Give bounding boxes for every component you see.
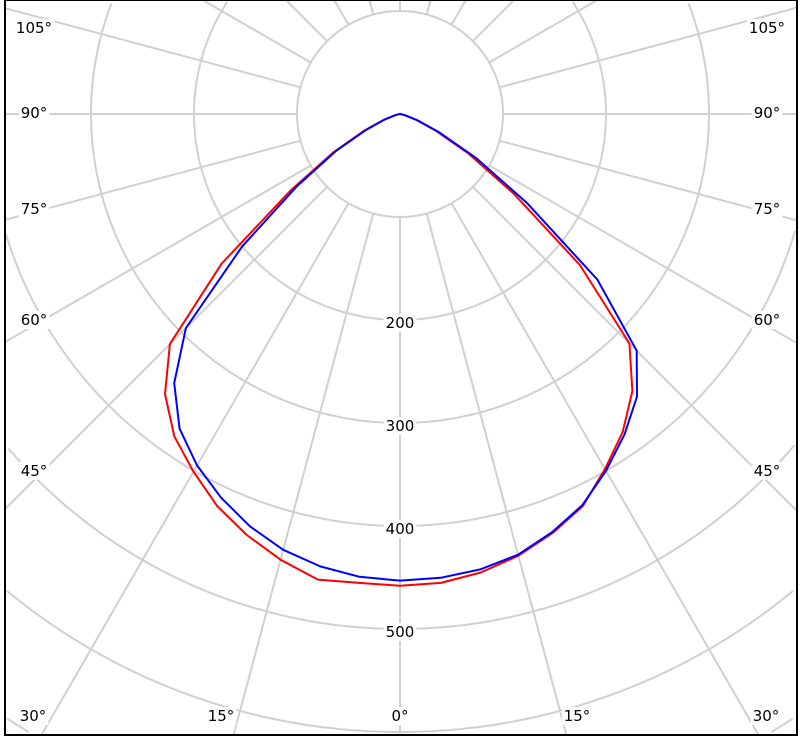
angle-tick-label-right-text: 45° — [754, 462, 781, 480]
angle-grid-line — [488, 164, 797, 344]
radial-grid-circle — [193, 1, 607, 321]
radial-tick-label: 300 — [383, 417, 417, 435]
angle-tick-label-right: 105° — [746, 19, 788, 37]
radial-tick-label: 200 — [383, 314, 417, 332]
angle-tick-label-left-text: 105° — [16, 19, 52, 37]
angle-tick-label-bottom: 0° — [389, 707, 411, 725]
angle-grid-line — [232, 213, 375, 735]
series-curves — [164, 113, 638, 587]
plot-frame — [4, 0, 798, 736]
radial-grid-circle — [90, 2, 710, 424]
angle-tick-label-bottom: 30° — [750, 707, 782, 725]
angle-tick-label-right: 75° — [751, 200, 783, 218]
angle-grid-line — [5, 186, 328, 509]
radial-grid-circle — [6, 717, 794, 733]
angle-tick-label-bottom: 15° — [561, 707, 593, 725]
angle-tick-label-left-text: 75° — [21, 200, 48, 218]
angle-tick-label-left: 90° — [18, 104, 50, 122]
angle-grid-line — [5, 139, 301, 221]
radial-tick-label-text: 500 — [386, 623, 415, 641]
angle-tick-label-bottom-text: 30° — [753, 707, 780, 725]
angle-grid-line — [5, 7, 301, 89]
angle-grid-line — [5, 164, 312, 343]
angle-grid-line — [450, 0, 467, 26]
angle-tick-label-left: 60° — [18, 311, 50, 329]
radial-grid-circle — [6, 590, 794, 733]
angle-tick-label-bottom: 30° — [17, 707, 49, 725]
angle-grid-line — [333, 0, 350, 26]
angle-tick-label-right: 45° — [751, 462, 783, 480]
tick-labels: 200 300 400 500 105° 105° 90° 90° 75° 75° 60° 60° 45… — [13, 19, 788, 725]
series-curve-1 — [173, 113, 638, 582]
angle-tick-label-right-text: 60° — [754, 311, 781, 329]
angle-tick-label-right-text: 75° — [754, 200, 781, 218]
radial-tick-label-text: 300 — [386, 417, 415, 435]
angle-tick-label-left: 105° — [13, 19, 55, 37]
radial-grid-circle — [7, 444, 796, 630]
angle-tick-label-right-text: 105° — [749, 19, 785, 37]
angle-grid-line — [488, 0, 597, 64]
radial-tick-label: 500 — [383, 623, 417, 641]
angle-grid-line — [368, 0, 375, 15]
angle-tick-label-right: 90° — [751, 104, 783, 122]
angle-tick-label-bottom: 15° — [205, 707, 237, 725]
angle-grid-line — [286, 0, 328, 42]
angle-grid-line — [499, 139, 797, 222]
angle-tick-label-left-text: 45° — [21, 462, 48, 480]
angle-tick-label-left-text: 60° — [21, 311, 48, 329]
angle-tick-label-bottom-text: 15° — [564, 707, 591, 725]
angle-tick-label-right-text: 90° — [754, 104, 781, 122]
series-curve-0 — [164, 113, 634, 587]
angle-grid-line — [425, 0, 432, 15]
angle-grid-line — [203, 0, 312, 64]
radial-tick-label: 400 — [383, 520, 417, 538]
angle-grid-line — [472, 0, 514, 42]
radial-tick-label-text: 200 — [386, 314, 415, 332]
angle-tick-label-left-text: 90° — [21, 104, 48, 122]
angle-grid-line — [41, 202, 350, 735]
angle-tick-label-bottom-text: 15° — [208, 707, 235, 725]
angle-tick-label-left: 45° — [18, 462, 50, 480]
angle-tick-label-bottom-text: 0° — [391, 707, 408, 725]
angle-tick-label-right: 60° — [751, 311, 783, 329]
angle-tick-label-bottom-text: 30° — [20, 707, 47, 725]
radial-tick-label-text: 400 — [386, 520, 415, 538]
angle-grid-line — [425, 213, 568, 735]
polar-grid — [5, 0, 797, 735]
angle-grid-line — [499, 6, 797, 89]
angle-tick-label-left: 75° — [18, 200, 50, 218]
